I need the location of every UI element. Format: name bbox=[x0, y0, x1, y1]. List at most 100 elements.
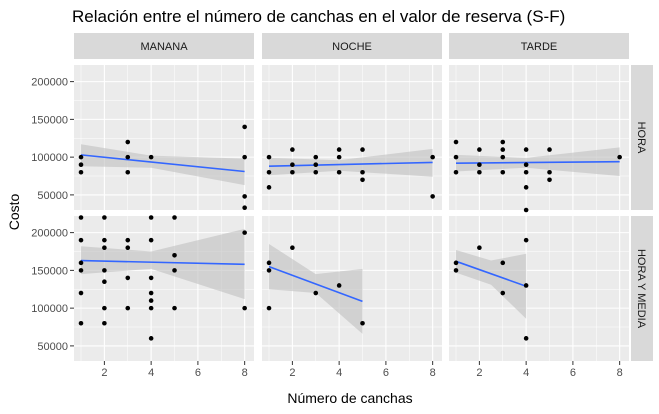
data-point bbox=[148, 154, 154, 160]
strip-background bbox=[631, 65, 653, 210]
data-point bbox=[266, 154, 272, 160]
x-axis: 2 4 6 8 2 4 6 8 2 4 6 8 bbox=[101, 361, 623, 379]
data-point bbox=[148, 336, 154, 341]
data-point bbox=[102, 268, 107, 273]
confidence-band bbox=[269, 243, 363, 334]
panel-data bbox=[78, 215, 247, 341]
y-tick-label: 50000 bbox=[37, 190, 68, 202]
data-point bbox=[523, 283, 529, 288]
panel-data bbox=[266, 243, 365, 334]
data-point bbox=[290, 245, 295, 251]
data-point bbox=[78, 237, 84, 243]
data-point bbox=[313, 162, 319, 167]
data-point bbox=[336, 147, 342, 152]
data-point bbox=[523, 336, 529, 341]
panel-data bbox=[453, 139, 622, 213]
confidence-band bbox=[81, 144, 245, 186]
y-tick-label: 200000 bbox=[31, 228, 68, 240]
x-tick-label: 6 bbox=[383, 367, 389, 379]
confidence-band bbox=[269, 148, 433, 177]
data-point bbox=[78, 290, 84, 296]
data-point bbox=[360, 147, 365, 152]
data-point bbox=[336, 283, 342, 288]
data-point bbox=[500, 154, 506, 160]
data-point bbox=[266, 268, 272, 273]
data-point bbox=[523, 147, 529, 152]
data-point bbox=[102, 320, 107, 326]
panel-background bbox=[449, 216, 629, 361]
panel-data bbox=[453, 237, 529, 341]
data-point bbox=[523, 237, 529, 243]
data-point bbox=[148, 215, 154, 220]
x-axis-title: Número de canchas bbox=[287, 390, 412, 406]
data-point bbox=[453, 260, 459, 266]
data-point bbox=[78, 320, 84, 326]
data-point bbox=[172, 268, 177, 273]
data-point bbox=[453, 154, 459, 160]
data-point bbox=[290, 147, 295, 152]
data-point bbox=[547, 147, 552, 152]
strip-background bbox=[631, 216, 653, 361]
y-tick-label: 200000 bbox=[31, 77, 68, 89]
panel-tarde-hora-y-media bbox=[449, 216, 629, 361]
x-tick-label: 8 bbox=[242, 367, 248, 379]
data-point bbox=[78, 154, 84, 160]
panel-manana-hora bbox=[74, 65, 254, 210]
strip-tarde: TARDE bbox=[449, 33, 629, 59]
data-point bbox=[360, 169, 365, 175]
panel-tarde-hora bbox=[449, 65, 629, 210]
data-point bbox=[523, 185, 529, 190]
x-tick-label: 2 bbox=[101, 367, 107, 379]
data-point bbox=[102, 237, 107, 243]
x-tick-label: 4 bbox=[148, 367, 154, 379]
x-tick-label: 6 bbox=[570, 367, 576, 379]
panel-data bbox=[266, 147, 435, 199]
data-point bbox=[172, 305, 177, 311]
strip-row-0: HORA bbox=[631, 65, 653, 210]
y-tick-label: 150000 bbox=[31, 265, 68, 277]
data-point bbox=[266, 305, 272, 311]
data-point bbox=[172, 252, 177, 258]
data-point bbox=[242, 194, 247, 199]
data-point bbox=[430, 194, 435, 199]
data-point bbox=[125, 237, 131, 243]
data-point bbox=[430, 154, 435, 160]
data-point bbox=[102, 215, 107, 220]
x-tick-label: 8 bbox=[430, 367, 436, 379]
strip-label: HORA bbox=[635, 122, 647, 154]
data-point bbox=[242, 154, 247, 160]
data-point bbox=[523, 162, 529, 167]
data-point bbox=[290, 162, 295, 167]
strip-background bbox=[262, 33, 442, 59]
data-point bbox=[172, 215, 177, 220]
data-point bbox=[477, 147, 482, 152]
data-point bbox=[266, 169, 272, 175]
data-point bbox=[125, 154, 131, 160]
strip-label: HORA Y MEDIA bbox=[635, 249, 647, 329]
data-point bbox=[477, 162, 482, 167]
data-point bbox=[523, 169, 529, 175]
data-point bbox=[78, 268, 84, 273]
data-point bbox=[125, 305, 131, 311]
panel-data bbox=[78, 124, 247, 211]
data-point bbox=[336, 169, 342, 175]
data-point bbox=[523, 207, 529, 213]
data-point bbox=[453, 169, 459, 175]
data-point bbox=[313, 169, 319, 175]
strip-label: TARDE bbox=[521, 41, 557, 53]
y-tick-label: 100000 bbox=[31, 303, 68, 315]
data-point bbox=[500, 290, 506, 296]
data-point bbox=[477, 245, 482, 251]
strip-label: MANANA bbox=[140, 41, 188, 53]
data-point bbox=[500, 147, 506, 152]
y-tick-label: 150000 bbox=[31, 114, 68, 126]
strip-manana: MANANA bbox=[74, 33, 254, 59]
confidence-band bbox=[81, 228, 245, 300]
data-point bbox=[78, 169, 84, 175]
data-point bbox=[266, 260, 272, 266]
data-point bbox=[125, 245, 131, 251]
strip-noche: NOCHE bbox=[262, 33, 442, 59]
data-point bbox=[148, 298, 154, 303]
data-point bbox=[547, 169, 552, 175]
